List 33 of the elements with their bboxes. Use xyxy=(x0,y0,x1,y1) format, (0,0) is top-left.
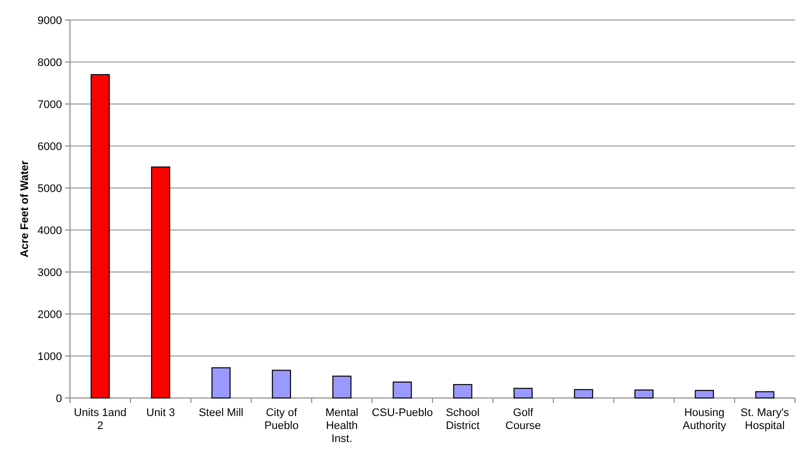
x-tick-label: City of Pueblo xyxy=(264,407,299,432)
y-tick-label: 9000 xyxy=(38,14,62,27)
bar xyxy=(90,74,110,398)
y-tick-label: 6000 xyxy=(38,140,62,153)
x-tick-label: Unit 3 xyxy=(146,407,175,419)
y-tick-label: 2000 xyxy=(38,308,62,321)
bar xyxy=(755,391,774,398)
bar xyxy=(694,390,714,398)
x-tick-label: Units 1and 2 xyxy=(74,407,127,432)
y-tick-label: 4000 xyxy=(38,224,62,237)
y-axis-title: Acre Feet of Water xyxy=(19,160,31,258)
y-tick-label: 0 xyxy=(56,392,62,405)
bar xyxy=(211,367,231,398)
y-tick-label: 7000 xyxy=(38,98,62,111)
bar xyxy=(151,166,170,398)
x-tick-label: Steel Mill xyxy=(198,407,244,419)
bar xyxy=(272,370,292,398)
y-tick-label: 1000 xyxy=(38,350,62,363)
bar xyxy=(514,388,533,398)
y-tick-label: 3000 xyxy=(38,266,62,279)
bar xyxy=(332,376,352,398)
y-tick-label: 8000 xyxy=(38,56,62,69)
bar xyxy=(392,382,412,398)
x-tick-label: Mental Health Inst. xyxy=(325,407,358,445)
x-tick-label: School District xyxy=(446,407,480,432)
x-tick-label: Golf Course xyxy=(505,407,541,432)
bar xyxy=(574,389,594,398)
bar xyxy=(634,390,654,398)
x-tick-label: Housing Authority xyxy=(682,407,727,432)
y-tick-label: 5000 xyxy=(38,182,62,195)
x-tick-label: St. Mary's Hospital xyxy=(740,407,790,432)
x-tick-label: CSU-Pueblo xyxy=(372,407,433,419)
bar xyxy=(453,384,472,398)
